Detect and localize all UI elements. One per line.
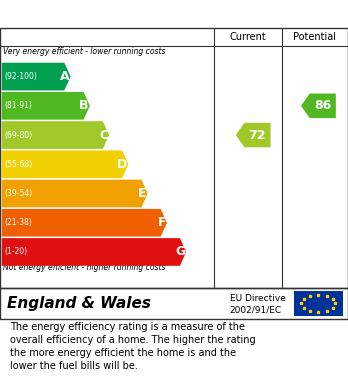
- Polygon shape: [301, 93, 336, 118]
- Text: (39-54): (39-54): [5, 189, 33, 198]
- Text: England & Wales: England & Wales: [7, 296, 151, 311]
- Text: The energy efficiency rating is a measure of the
overall efficiency of a home. T: The energy efficiency rating is a measur…: [10, 321, 256, 371]
- Polygon shape: [236, 123, 271, 147]
- Text: 2002/91/EC: 2002/91/EC: [230, 305, 282, 314]
- Text: Not energy efficient - higher running costs: Not energy efficient - higher running co…: [3, 263, 166, 272]
- Text: (1-20): (1-20): [5, 248, 27, 256]
- Text: F: F: [157, 216, 166, 229]
- Text: C: C: [99, 129, 108, 142]
- Text: Potential: Potential: [293, 32, 337, 42]
- Text: Energy Efficiency Rating: Energy Efficiency Rating: [69, 7, 279, 22]
- Text: EU Directive: EU Directive: [230, 294, 286, 303]
- Text: D: D: [117, 158, 127, 171]
- Polygon shape: [2, 151, 128, 178]
- Polygon shape: [2, 180, 148, 207]
- Text: 72: 72: [248, 129, 266, 142]
- Text: E: E: [138, 187, 147, 200]
- Text: (69-80): (69-80): [5, 131, 33, 140]
- Polygon shape: [2, 92, 90, 120]
- Text: (81-91): (81-91): [5, 101, 32, 110]
- Text: B: B: [79, 99, 89, 112]
- Text: Very energy efficient - lower running costs: Very energy efficient - lower running co…: [3, 47, 166, 56]
- Text: (55-68): (55-68): [5, 160, 33, 169]
- Text: (21-38): (21-38): [5, 218, 32, 227]
- Text: 86: 86: [314, 99, 331, 112]
- Text: Current: Current: [230, 32, 266, 42]
- Text: (92-100): (92-100): [5, 72, 37, 81]
- Polygon shape: [2, 121, 109, 149]
- Polygon shape: [2, 63, 71, 90]
- Polygon shape: [2, 238, 186, 266]
- Text: G: G: [175, 246, 185, 258]
- Text: A: A: [60, 70, 70, 83]
- Polygon shape: [2, 209, 167, 237]
- Bar: [294, 291, 343, 316]
